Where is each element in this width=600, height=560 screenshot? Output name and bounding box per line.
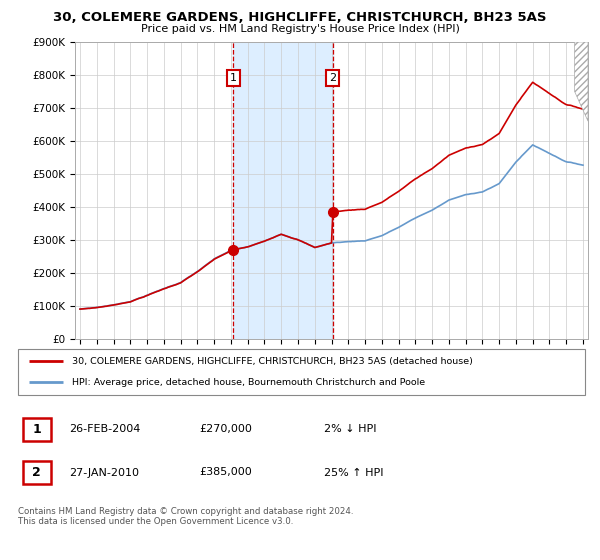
Text: 1: 1 [230, 73, 237, 83]
Text: Contains HM Land Registry data © Crown copyright and database right 2024.
This d: Contains HM Land Registry data © Crown c… [18, 507, 353, 526]
Text: 30, COLEMERE GARDENS, HIGHCLIFFE, CHRISTCHURCH, BH23 5AS (detached house): 30, COLEMERE GARDENS, HIGHCLIFFE, CHRIST… [72, 357, 473, 366]
Text: Price paid vs. HM Land Registry's House Price Index (HPI): Price paid vs. HM Land Registry's House … [140, 24, 460, 34]
Text: 27-JAN-2010: 27-JAN-2010 [69, 468, 139, 478]
Text: HPI: Average price, detached house, Bournemouth Christchurch and Poole: HPI: Average price, detached house, Bour… [72, 378, 425, 387]
FancyBboxPatch shape [23, 461, 51, 484]
Text: 2: 2 [32, 466, 41, 479]
FancyBboxPatch shape [18, 349, 585, 395]
Text: £270,000: £270,000 [199, 424, 253, 434]
Bar [233, 42, 332, 339]
Text: 1: 1 [32, 423, 41, 436]
Text: 2: 2 [329, 73, 336, 83]
Polygon shape [575, 42, 588, 121]
Text: £385,000: £385,000 [199, 468, 252, 478]
Text: 26-FEB-2004: 26-FEB-2004 [69, 424, 140, 434]
Text: 25% ↑ HPI: 25% ↑ HPI [324, 468, 383, 478]
Text: 30, COLEMERE GARDENS, HIGHCLIFFE, CHRISTCHURCH, BH23 5AS: 30, COLEMERE GARDENS, HIGHCLIFFE, CHRIST… [53, 11, 547, 24]
Text: 2% ↓ HPI: 2% ↓ HPI [324, 424, 377, 434]
FancyBboxPatch shape [23, 418, 51, 441]
